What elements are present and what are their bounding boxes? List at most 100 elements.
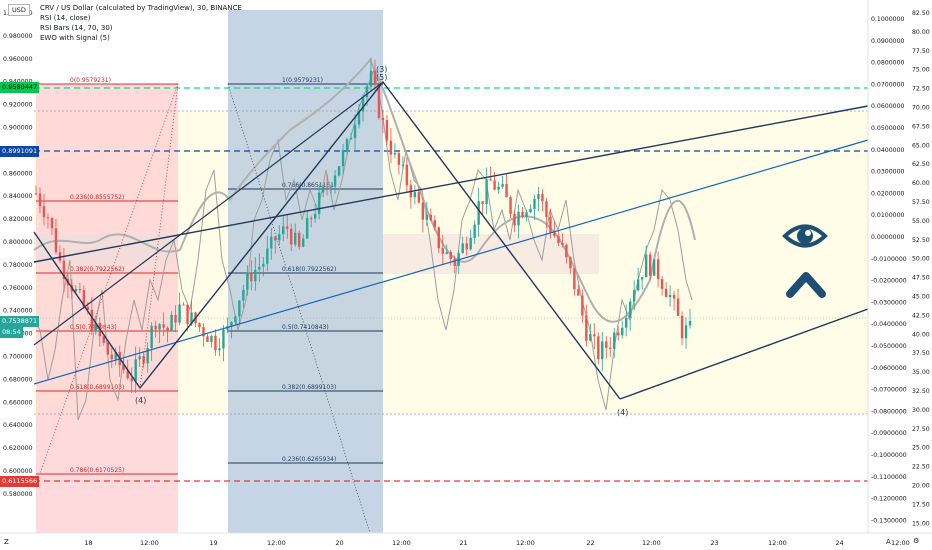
candle-body [688, 321, 692, 326]
fib-left-label: 0.618(0.6899103) [70, 384, 124, 391]
price-tick-label: 0.980000 [3, 33, 33, 40]
candle-body [557, 236, 560, 243]
time-tick-label: 12:00 [267, 539, 286, 547]
indicator-ewo[interactable]: EWO with Signal (5) [40, 34, 110, 42]
indicator-rsi-bars[interactable]: RSI Bars (14, 70, 30) [40, 24, 113, 32]
candle-body [170, 314, 173, 332]
footer-left-label: Z [4, 538, 9, 546]
price-tick-label: 0.600000 [3, 468, 33, 475]
candle-body [541, 194, 544, 202]
candle-body [597, 336, 600, 360]
candle-body [573, 268, 576, 290]
ewo-tick-label: -0.0700000 [871, 387, 907, 394]
price-tick-label: 0.740000 [3, 308, 33, 315]
candle-body [246, 272, 249, 290]
candle-body [333, 175, 337, 187]
price-tick-label: 0.860000 [3, 170, 33, 177]
candle-body [660, 279, 664, 289]
candle-body [349, 137, 353, 140]
ewo-tick-label: -0.1300000 [871, 517, 907, 524]
price-tick-label: 0.960000 [3, 56, 33, 63]
candle-body [401, 164, 405, 166]
price-tick-label: 0.640000 [3, 422, 33, 429]
candle-body [617, 332, 620, 336]
candle-body [298, 232, 301, 247]
ewo-tick-label: -0.0800000 [871, 408, 907, 415]
candle-body [146, 348, 149, 364]
fib-right-zone [228, 10, 383, 533]
candle-body [537, 194, 540, 199]
rsi-tick-label: 20.00 [912, 483, 930, 490]
candle-body [397, 152, 401, 165]
fib-left-label: 0.786(0.6170525) [70, 467, 124, 474]
candle-body [429, 214, 432, 221]
candle-body [361, 97, 365, 112]
candle-body [565, 244, 568, 258]
candle-body [186, 304, 189, 325]
candle-body [445, 252, 448, 254]
auto-scale-button[interactable]: A [886, 538, 891, 546]
rsi-tick-label: 32.50 [912, 388, 930, 395]
candle-body [182, 304, 185, 306]
indicator-rsi[interactable]: RSI (14, close) [40, 14, 91, 22]
candle-body [38, 193, 42, 207]
time-tick-label: 18 [84, 539, 92, 547]
candle-body [266, 248, 269, 264]
candle-body [294, 232, 297, 245]
candle-body [46, 217, 50, 219]
eye-icon[interactable] [782, 213, 828, 259]
candle-body [585, 315, 588, 341]
candle-body [513, 213, 516, 226]
candle-body [421, 202, 425, 220]
candle-body [389, 140, 393, 155]
chevron-up-icon[interactable] [785, 266, 827, 300]
red-level-tag: 0.6115566 [0, 476, 40, 487]
candle-body [413, 192, 417, 198]
time-tick-label: 21 [459, 539, 467, 547]
rsi-tick-label: 42.50 [912, 312, 930, 319]
candle-body [601, 341, 604, 360]
candle-body [373, 70, 377, 85]
candle-body [290, 228, 293, 245]
ewo-tick-label: 0.0600000 [871, 103, 905, 110]
candle-body [656, 259, 660, 280]
candle-body [672, 295, 676, 299]
price-tick-label: 0.660000 [3, 399, 33, 406]
candle-body [78, 288, 82, 291]
fib-left-label: 0.5(0.7410843) [70, 324, 117, 331]
fib-right-diag [227, 83, 371, 534]
settings-icon[interactable]: ⚙ [913, 537, 920, 545]
time-tick-label: 12:00 [516, 539, 535, 547]
candle-body [628, 301, 632, 319]
candle-body [198, 323, 201, 328]
currency-button[interactable]: USD [8, 4, 30, 16]
candle-body [90, 309, 94, 332]
candle-body [154, 325, 157, 330]
rsi-tick-label: 72.50 [912, 86, 930, 93]
candle-body [238, 300, 241, 317]
candle-body [652, 259, 656, 276]
rsi-tick-label: 67.50 [912, 123, 930, 130]
price-tick-label: 0.760000 [3, 285, 33, 292]
candle-body [114, 351, 117, 360]
candle-body [509, 197, 512, 214]
ewo-tick-label: 0.0900000 [871, 38, 905, 45]
candle-body [517, 211, 520, 226]
candle-body [609, 347, 612, 349]
candle-body [42, 206, 46, 218]
candle-body [441, 248, 444, 254]
candle-body [613, 332, 616, 349]
time-tick-label: 19 [209, 539, 217, 547]
rsi-tick-label: 17.50 [912, 501, 930, 508]
candle-body [122, 365, 125, 370]
candle-body [126, 369, 129, 379]
ewo-tick-label: 0.0300000 [871, 169, 905, 176]
candle-body [648, 254, 652, 276]
candle-body [625, 318, 628, 328]
candle-body [437, 227, 440, 249]
fib-left-label: 0.236(0.8555752) [70, 194, 124, 201]
time-tick-label: 24 [835, 539, 843, 547]
ewo-tick-label: -0.1100000 [871, 474, 907, 481]
candle-body [50, 218, 54, 229]
ewo-shade-1 [383, 234, 599, 274]
